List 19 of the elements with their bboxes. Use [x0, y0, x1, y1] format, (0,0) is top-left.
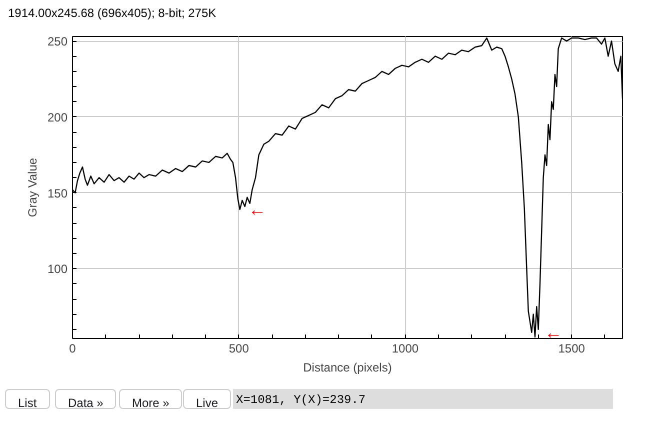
x-tick-label: 0 — [69, 342, 76, 356]
y-tick-label: 200 — [47, 110, 68, 124]
y-tick-label: 150 — [47, 186, 68, 200]
y-tick-label: 100 — [47, 262, 68, 276]
text: 1914.00x245.68 (696x405); 8-bit; 275K — [8, 5, 216, 22]
text: X=1081, Y(X)=239.7 — [236, 392, 366, 409]
x-tick-label: 1000 — [392, 342, 419, 356]
text: Live — [183, 389, 232, 410]
y-axis-title: Gray Value — [25, 158, 40, 218]
x-axis-title: Distance (pixels) — [303, 360, 392, 374]
y-tick-label: 250 — [47, 34, 68, 49]
line-series — [72, 37, 622, 338]
annotation: ← — [248, 200, 266, 220]
text: Data » — [55, 389, 116, 410]
text: List — [5, 389, 50, 410]
x-tick-label: 500 — [228, 342, 250, 356]
x-tick-label: 1500 — [558, 342, 586, 356]
text: More » — [119, 389, 182, 410]
annotation: ← — [544, 322, 562, 342]
